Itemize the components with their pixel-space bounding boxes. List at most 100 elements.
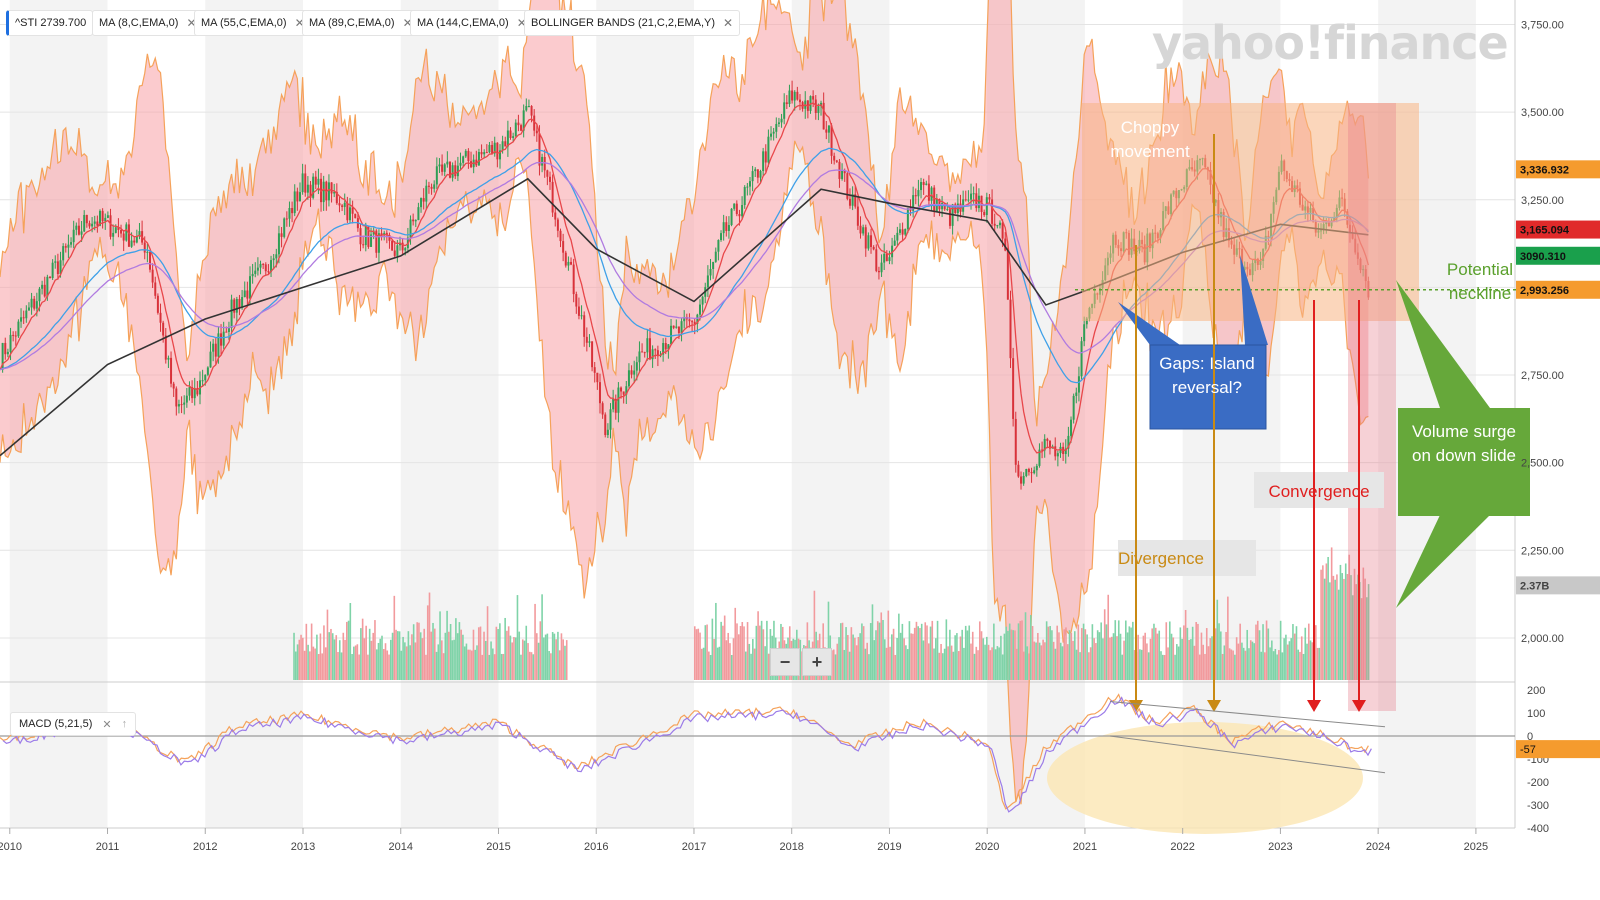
candle-body <box>114 227 117 233</box>
volume-bar <box>1130 627 1132 680</box>
close-icon[interactable]: ✕ <box>102 718 112 731</box>
volume-bar <box>453 639 455 680</box>
candle-body <box>206 367 209 375</box>
candle-body <box>764 151 767 163</box>
indicator-tag-ma144[interactable]: MA (144,C,EMA,0) ✕ <box>410 10 534 36</box>
candle-body <box>138 231 141 237</box>
candle-body <box>864 227 867 249</box>
y-tick-label: 3,250.00 <box>1521 195 1564 207</box>
volume-bar <box>1017 623 1020 680</box>
candle-body <box>304 173 307 193</box>
candle-body <box>572 264 575 295</box>
volume-bar <box>467 649 470 680</box>
candle-body <box>248 276 251 299</box>
volume-bar <box>971 631 974 680</box>
candle-body <box>377 233 380 253</box>
close-icon[interactable]: ✕ <box>723 16 734 30</box>
candle-body <box>825 129 828 133</box>
candle-body <box>1085 318 1088 325</box>
volume-bar <box>998 647 1000 680</box>
close-icon[interactable]: ✕ <box>402 16 413 30</box>
candle-body <box>535 130 538 134</box>
volume-bar <box>1103 609 1106 680</box>
candle-body <box>1022 476 1025 484</box>
candle-body <box>512 136 515 138</box>
volume-bar <box>1297 649 1300 680</box>
candle-body <box>727 225 730 231</box>
candle-body <box>183 402 186 405</box>
candle-body <box>888 257 891 262</box>
candle-body <box>814 99 817 113</box>
macd-tag[interactable]: MACD (5,21,5) ✕ ↑ <box>10 712 137 736</box>
candle-body <box>606 429 609 436</box>
volume-bar <box>455 618 457 680</box>
candle-body <box>906 208 909 230</box>
close-icon[interactable]: ✕ <box>516 16 527 30</box>
zoom-out-button[interactable]: − <box>770 648 800 676</box>
volume-bar <box>1336 574 1338 680</box>
candle-body <box>301 173 304 193</box>
candle-body <box>125 224 128 241</box>
volume-bar <box>1137 634 1139 680</box>
volume-bar <box>871 604 874 680</box>
candle-body <box>85 214 88 224</box>
volume-bar <box>762 629 765 680</box>
y-tick-label: 2,000.00 <box>1521 633 1564 645</box>
zoom-in-button[interactable]: + <box>802 648 832 676</box>
candle-body <box>314 176 317 185</box>
arrow-up-icon[interactable]: ↑ <box>121 718 128 730</box>
candle-body <box>1075 392 1078 396</box>
volume-bar <box>497 629 499 680</box>
volume-bar <box>1190 639 1192 680</box>
candle-body <box>1014 418 1017 465</box>
volume-bar <box>338 640 341 680</box>
volume-bar <box>340 652 343 680</box>
volume-bar <box>1125 620 1127 680</box>
candle-body <box>883 253 886 263</box>
candle-body <box>691 321 694 323</box>
close-icon[interactable]: ✕ <box>294 16 305 30</box>
candle-body <box>1035 465 1038 471</box>
volume-bar <box>753 648 756 680</box>
candle-body <box>556 219 559 231</box>
symbol-tag[interactable]: ^STI 2739.700 <box>6 10 94 36</box>
volume-bar <box>553 633 556 680</box>
volume-bar <box>439 611 441 680</box>
candle-body <box>12 334 15 336</box>
candle-body <box>156 295 159 313</box>
indicator-tag-ma8[interactable]: MA (8,C,EMA,0) ✕ <box>92 10 204 36</box>
candle-body <box>335 191 338 204</box>
candle-body <box>580 315 583 317</box>
volume-bar <box>1255 624 1257 680</box>
indicator-tag-ma89[interactable]: MA (89,C,EMA,0) ✕ <box>302 10 420 36</box>
volume-bar <box>432 622 434 680</box>
volume-bar <box>994 649 997 680</box>
volume-bar <box>713 638 715 680</box>
indicator-tag-ma55[interactable]: MA (55,C,EMA,0) ✕ <box>194 10 312 36</box>
candle-body <box>338 203 341 206</box>
volume-bar <box>1059 642 1062 680</box>
volume-bar <box>437 644 440 680</box>
volume-bar <box>1253 643 1256 680</box>
candle-body <box>670 325 673 345</box>
candle-body <box>404 248 407 251</box>
close-icon[interactable]: ✕ <box>186 16 197 30</box>
volume-bar <box>827 601 830 680</box>
volume-bar <box>1209 638 1212 680</box>
volume-bar <box>729 643 731 680</box>
convergence-label-bg <box>1254 472 1384 508</box>
volume-bar <box>1037 632 1039 680</box>
indicator-tag-bollinger[interactable]: BOLLINGER BANDS (21,C,2,EMA,Y) ✕ <box>524 10 741 36</box>
volume-bar <box>444 632 447 680</box>
candle-body <box>193 388 196 399</box>
volume-bar <box>418 622 420 680</box>
candle-body <box>675 326 678 328</box>
candle-body <box>312 176 315 198</box>
volume-bar <box>1239 623 1241 680</box>
volume-bar <box>1350 575 1352 680</box>
volume-bar <box>550 653 552 680</box>
gaps-callout-pointer <box>1240 255 1268 345</box>
volume-bar <box>896 638 898 680</box>
volume-bar <box>294 651 297 680</box>
macd-tick-label: 0 <box>1527 731 1533 743</box>
